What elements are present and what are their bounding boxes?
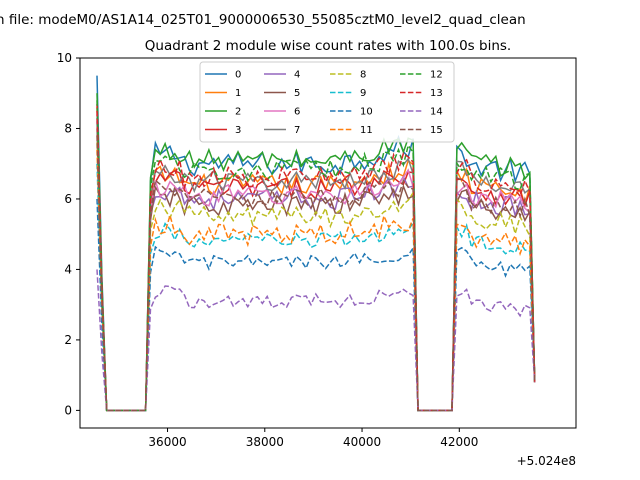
x-tick-label: 42000 <box>440 435 478 449</box>
legend-label-3: 3 <box>235 125 241 136</box>
plot-lines <box>96 75 536 412</box>
y-tick-label: 4 <box>64 262 72 276</box>
series-line-7 <box>96 117 536 412</box>
series-line-13 <box>96 110 536 412</box>
y-axis: 0 2 4 6 8 10 <box>57 51 80 417</box>
chart-title: Quadrant 2 module wise count rates with … <box>145 38 511 54</box>
series-line-11 <box>96 149 536 412</box>
series-line-9 <box>96 163 536 412</box>
legend-label-5: 5 <box>294 88 300 99</box>
x-offset-label: +5.024e8 <box>517 454 576 468</box>
y-tick-label: 10 <box>57 51 72 65</box>
x-tick-label: 40000 <box>343 435 381 449</box>
x-tick-label: 36000 <box>148 435 186 449</box>
series-line-12 <box>96 100 536 412</box>
series-line-5 <box>96 128 536 412</box>
legend-label-12: 12 <box>430 70 443 81</box>
figure-title: n file: modeM0/AS1A14_025T01_9000006530_… <box>0 12 526 28</box>
y-tick-label: 6 <box>64 192 72 206</box>
series-line-10 <box>96 198 536 412</box>
legend-label-10: 10 <box>360 107 373 118</box>
legend-label-14: 14 <box>430 107 443 118</box>
legend-label-2: 2 <box>235 107 241 118</box>
y-tick-label: 8 <box>64 121 72 135</box>
legend-box <box>199 61 455 143</box>
legend-label-13: 13 <box>430 88 443 99</box>
series-line-14 <box>96 269 536 412</box>
legend-label-9: 9 <box>360 88 366 99</box>
legend-label-6: 6 <box>294 107 300 118</box>
series-line-6 <box>96 114 536 412</box>
plot-frame <box>79 57 577 429</box>
series-line-15 <box>96 135 536 412</box>
legend-label-0: 0 <box>235 70 241 81</box>
legend-label-4: 4 <box>294 70 300 81</box>
legend-label-11: 11 <box>360 125 373 136</box>
y-tick-label: 2 <box>64 333 72 347</box>
legend-label-1: 1 <box>235 88 241 99</box>
legend-label-7: 7 <box>294 125 300 136</box>
legend-label-15: 15 <box>430 125 443 136</box>
y-tick-label: 0 <box>64 403 72 417</box>
series-line-0 <box>96 75 536 412</box>
x-axis: 36000 38000 40000 42000 <box>148 428 478 449</box>
x-tick-label: 38000 <box>246 435 284 449</box>
legend-label-8: 8 <box>360 70 366 81</box>
